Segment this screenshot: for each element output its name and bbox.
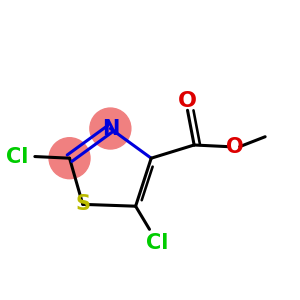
Text: O: O xyxy=(226,136,243,157)
Text: N: N xyxy=(102,118,119,139)
Circle shape xyxy=(90,108,131,149)
Text: Cl: Cl xyxy=(5,146,28,167)
Text: S: S xyxy=(75,194,90,214)
Circle shape xyxy=(49,138,90,179)
Text: O: O xyxy=(178,91,197,111)
Text: Cl: Cl xyxy=(146,232,168,253)
